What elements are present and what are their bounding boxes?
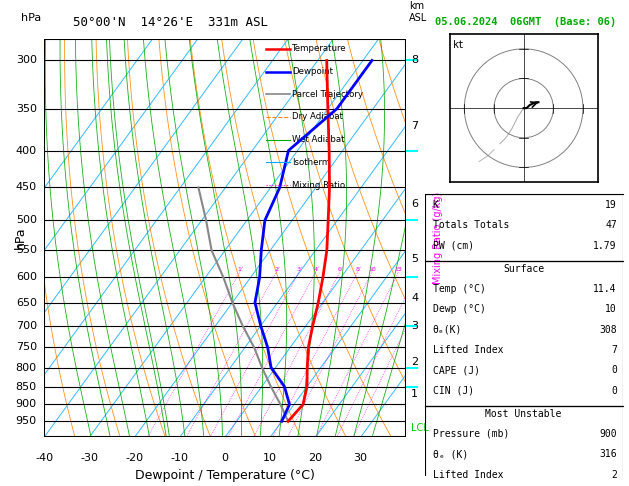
Text: 900: 900 <box>16 399 36 409</box>
Text: -30: -30 <box>81 453 98 463</box>
Text: 10: 10 <box>605 304 617 314</box>
Text: Isotherm: Isotherm <box>292 158 330 167</box>
Text: K: K <box>433 200 438 210</box>
Text: 650: 650 <box>16 297 36 308</box>
Text: 950: 950 <box>16 417 36 426</box>
Text: LCL: LCL <box>411 423 429 434</box>
Text: hPa: hPa <box>14 227 27 249</box>
Text: 850: 850 <box>16 382 36 392</box>
Text: 19: 19 <box>605 200 617 210</box>
Text: θₑ (K): θₑ (K) <box>433 449 468 459</box>
Text: -10: -10 <box>170 453 189 463</box>
Text: 30: 30 <box>353 453 367 463</box>
Text: 47: 47 <box>605 220 617 230</box>
Text: Parcel Trajectory: Parcel Trajectory <box>292 90 363 99</box>
Text: 1: 1 <box>411 389 418 399</box>
Text: Dewpoint / Temperature (°C): Dewpoint / Temperature (°C) <box>135 469 314 482</box>
Text: Temperature: Temperature <box>292 44 347 53</box>
Text: 4: 4 <box>313 267 318 272</box>
Text: CIN (J): CIN (J) <box>433 385 474 396</box>
Text: Lifted Index: Lifted Index <box>433 345 503 355</box>
Text: 11.4: 11.4 <box>593 284 617 294</box>
Text: 900: 900 <box>599 429 617 439</box>
Text: 550: 550 <box>16 245 36 255</box>
Text: -20: -20 <box>125 453 143 463</box>
Text: 316: 316 <box>599 449 617 459</box>
Text: Mixing Ratio (g/kg): Mixing Ratio (g/kg) <box>433 192 443 284</box>
Text: 10: 10 <box>368 267 376 272</box>
Text: 800: 800 <box>16 363 36 373</box>
Text: Dry Adiabat: Dry Adiabat <box>292 112 343 122</box>
Text: Dewp (°C): Dewp (°C) <box>433 304 486 314</box>
Text: Most Unstable: Most Unstable <box>486 409 562 418</box>
Text: 400: 400 <box>16 145 36 156</box>
Text: 5: 5 <box>411 254 418 264</box>
Text: kt: kt <box>452 40 464 50</box>
Text: 3: 3 <box>297 267 301 272</box>
Text: 6: 6 <box>338 267 342 272</box>
Text: 1.79: 1.79 <box>593 241 617 251</box>
Text: 1: 1 <box>238 267 242 272</box>
Text: 750: 750 <box>16 342 36 352</box>
Text: 05.06.2024  06GMT  (Base: 06): 05.06.2024 06GMT (Base: 06) <box>435 17 616 27</box>
Text: 500: 500 <box>16 215 36 226</box>
Text: 350: 350 <box>16 104 36 114</box>
Text: 8: 8 <box>411 55 418 66</box>
Text: 10: 10 <box>263 453 277 463</box>
Text: 2: 2 <box>411 357 418 366</box>
Text: 3: 3 <box>411 321 418 331</box>
Text: 0: 0 <box>611 365 617 375</box>
Text: 700: 700 <box>16 321 36 331</box>
Text: km
ASL: km ASL <box>409 1 428 23</box>
Text: 600: 600 <box>16 273 36 282</box>
Text: Pressure (mb): Pressure (mb) <box>433 429 509 439</box>
Text: 0: 0 <box>611 385 617 396</box>
Text: hPa: hPa <box>21 13 41 23</box>
Text: θₑ(K): θₑ(K) <box>433 325 462 335</box>
Text: 15: 15 <box>394 267 403 272</box>
Text: -40: -40 <box>35 453 53 463</box>
Text: 300: 300 <box>16 55 36 66</box>
Text: 20: 20 <box>308 453 322 463</box>
Text: 450: 450 <box>16 182 36 192</box>
Text: Lifted Index: Lifted Index <box>433 469 503 480</box>
Text: Dewpoint: Dewpoint <box>292 67 333 76</box>
Text: 7: 7 <box>611 345 617 355</box>
Text: 8: 8 <box>356 267 360 272</box>
Text: 7: 7 <box>411 121 418 131</box>
Text: 2: 2 <box>611 469 617 480</box>
Text: 0: 0 <box>221 453 228 463</box>
Text: CAPE (J): CAPE (J) <box>433 365 479 375</box>
Text: 308: 308 <box>599 325 617 335</box>
Text: Wet Adiabat: Wet Adiabat <box>292 135 344 144</box>
Text: Totals Totals: Totals Totals <box>433 220 509 230</box>
Text: PW (cm): PW (cm) <box>433 241 474 251</box>
Text: 4: 4 <box>411 293 418 303</box>
Text: Mixing Ratio: Mixing Ratio <box>292 181 345 190</box>
Text: Surface: Surface <box>503 264 544 274</box>
Text: 50°00'N  14°26'E  331m ASL: 50°00'N 14°26'E 331m ASL <box>73 16 268 29</box>
Text: Temp (°C): Temp (°C) <box>433 284 486 294</box>
Text: 6: 6 <box>411 199 418 209</box>
Text: 2: 2 <box>274 267 278 272</box>
